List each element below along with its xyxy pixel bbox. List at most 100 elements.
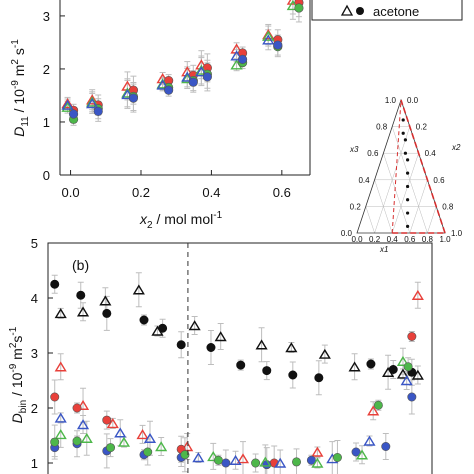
panel-a-point-blue-triangle-0 [61,99,74,110]
panel-a-point-red-triangle-7 [262,29,275,40]
ternary-tick-label-x1: 1.0 [439,235,451,244]
panel-a-point-green-triangle-5 [195,64,208,75]
panel-b-point-red-circle-0 [50,392,60,402]
panel-b-point-black-triangle-9 [318,348,331,359]
panel-b-point-green-triangle-0 [54,429,67,440]
panel-b-point-black-triangle-0 [54,308,67,319]
panel-b: 1 2 3 4 5 (b) Dbin / 10-9 m2s-1 [8,236,433,474]
panel-b-label: (b) [72,257,89,273]
panel-b-point-blue-circle-9 [381,441,391,451]
panel-a-y-tick-label: 3 [43,9,50,24]
ternary-point-2 [406,198,410,202]
panel-a-point-blue-triangle-6 [230,50,243,61]
panel-a: 0 1 2 3 0.0 0.2 0.4 0.6 acetone D11 / 10-9 m2 … [10,0,463,231]
panel-b-point-black-circle-4 [158,323,168,333]
ternary-frame [356,98,446,234]
panel-b-point-red-triangle-5 [236,453,250,464]
ternary-grid-line [383,153,411,234]
panel-b-point-black-circle-8 [262,366,272,376]
panel-b-point-green-circle-10 [403,362,413,372]
panel-b-point-green-circle-1 [72,436,82,446]
panel-b-y-tick-label: 1 [31,456,38,471]
panel-a-x-axis-label: x2 / mol mol-1 [139,210,223,231]
panel-b-point-black-triangle-6 [214,331,227,342]
ternary-tick-label-x3: 0.2 [350,202,362,211]
ternary-grid-line [391,153,419,234]
panel-b-point-black-circle-12 [388,364,398,374]
ternary-tick-label-x1: 0.0 [351,235,363,244]
panel-b-point-blue-triangle-1 [76,419,90,430]
legend-triangle-marker [340,4,354,16]
panel-b-point-black-triangle-1 [76,306,90,317]
panel-b-point-green-circle-5 [213,455,223,465]
panel-a-point-blue-circle-3 [164,85,174,95]
panel-b-point-green-circle-8 [332,452,342,462]
panel-b-point-black-triangle-13 [411,369,424,380]
panel-b-point-blue-circle-7 [306,455,316,465]
panel-b-point-green-triangle-8 [396,355,410,366]
ternary-point-6 [403,151,407,155]
panel-b-point-red-circle-2 [102,415,112,425]
ternary-point-8 [401,131,405,135]
ternary-point-7 [403,138,407,142]
ternary-axis-label-x2: x2 [451,143,461,152]
panel-b-point-black-circle-2 [102,308,112,318]
panel-b-point-black-circle-11 [366,359,376,369]
panel-b-point-red-triangle-2 [106,418,119,429]
panel-b-point-black-triangle-10 [348,361,361,372]
panel-b-point-red-triangle-7 [367,405,380,416]
panel-b-point-black-triangle-12 [396,368,410,379]
ternary-grid-line [365,206,375,234]
panel-b-point-red-triangle-6 [311,446,324,457]
panel-b-point-black-circle-7 [236,360,246,370]
ternary-point-1 [406,211,410,215]
panel-b-point-red-triangle-8 [411,289,424,300]
ternary-tick-label-x2: 0.2 [416,123,428,132]
panel-a-point-blue-triangle-5 [195,66,208,77]
panel-a-point-blue-triangle-1 [86,97,99,109]
panel-a-point-green-triangle-2 [121,87,134,98]
ternary-tick-label-x2: 0.8 [442,202,454,211]
panel-b-point-black-triangle-3 [132,284,145,295]
panel-a-point-green-triangle-1 [86,96,99,107]
panel-b-point-green-triangle-3 [155,441,168,452]
ternary-tick-label-x2: 0.4 [425,149,437,158]
panel-b-y-tick-label: 5 [31,236,38,251]
panel-b-point-red-triangle-0 [54,361,67,372]
panel-b-point-black-triangle-8 [285,342,298,353]
panel-b-point-green-circle-2 [106,443,116,453]
panel-a-point-red-triangle-1 [86,94,99,105]
ternary-inset: 0.0 1.0 0.0 0.2 0.8 0.2 0.4 0.6 0.4 0.6 0.4 0.6 0.8 0… [341,96,463,254]
panel-b-point-green-circle-6 [251,458,261,468]
panel-b-point-blue-triangle-2 [114,427,127,438]
ternary-point-3 [406,184,410,189]
panel-b-point-blue-triangle-9 [400,375,413,386]
panel-b-point-green-circle-0 [50,437,60,447]
ternary-tick-label-x2: 0.6 [433,176,445,185]
ternary-dashed-boundary-right [400,99,446,234]
ternary-grid-line [391,126,428,234]
panel-b-point-black-triangle-5 [188,320,201,331]
ternary-axis-label-x3: x3 [349,145,359,154]
panel-b-point-blue-triangle-0 [54,412,67,423]
panel-b-point-green-triangle-1 [80,432,93,443]
panel-b-point-blue-circle-5 [221,458,231,468]
panel-b-point-red-circle-5 [407,331,417,341]
panel-b-point-green-triangle-6 [311,457,324,468]
legend-circle-marker [356,7,364,15]
panel-a-x-tick-label: 0.0 [62,185,80,200]
panel-b-point-black-circle-3 [139,315,149,325]
panel-b-point-green-circle-3 [143,447,153,457]
panel-a-y-tick-label: 0 [43,168,50,183]
panel-a-y-tick-label: 2 [43,62,50,77]
panel-b-point-blue-circle-10 [407,392,417,402]
panel-b-point-blue-triangle-5 [229,454,242,465]
ternary-tick-label-x1: 0.2 [369,235,381,244]
ternary-point-9 [401,118,405,122]
ternary-grid-line [427,206,437,234]
panel-a-point-green-triangle-0 [61,101,74,112]
panel-b-y-tick-label: 3 [31,346,38,361]
panel-a-x-tick-label: 0.4 [202,185,220,200]
panel-b-point-black-circle-9 [288,370,298,380]
panel-a-point-blue-triangle-2 [121,88,134,100]
